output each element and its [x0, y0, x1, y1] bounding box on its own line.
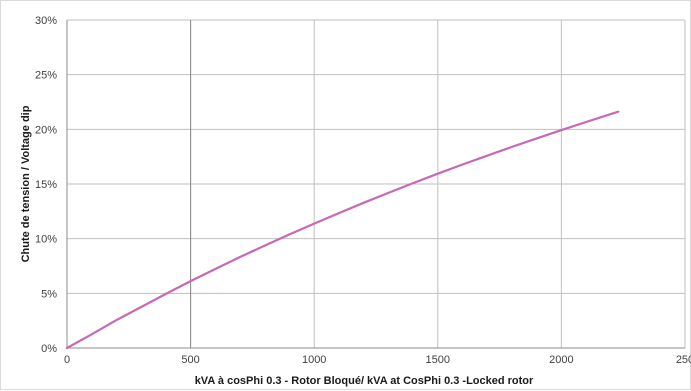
y-tick-label: 25%	[35, 70, 57, 82]
y-tick-label: 30%	[35, 15, 57, 27]
x-tick-label: 0	[64, 354, 70, 366]
x-tick-label: 500	[181, 354, 199, 366]
y-axis-ticks: 0% 5% 10% 15% 20% 25% 30%	[35, 15, 57, 355]
series-line-0	[65, 110, 620, 350]
y-axis-title: Chute de tension / Voltage dip	[20, 105, 32, 262]
x-tick-label: 1000	[302, 354, 326, 366]
x-tick-label: 250	[676, 354, 691, 366]
x-axis-ticks: 0 500 1000 1500 2000 250	[64, 354, 691, 366]
grid	[66, 19, 686, 349]
y-tick-label: 10%	[35, 234, 57, 246]
x-tick-label: 2000	[549, 354, 573, 366]
x-tick-label: 1500	[426, 354, 450, 366]
y-tick-label: 20%	[35, 124, 57, 136]
x-axis-title: kVA à cosPhi 0.3 - Rotor Bloqué/ kVA at …	[195, 375, 534, 387]
y-tick-label: 15%	[35, 179, 57, 191]
y-tick-label: 0%	[41, 343, 57, 355]
y-tick-label: 5%	[41, 288, 57, 300]
series-layer	[65, 110, 620, 350]
